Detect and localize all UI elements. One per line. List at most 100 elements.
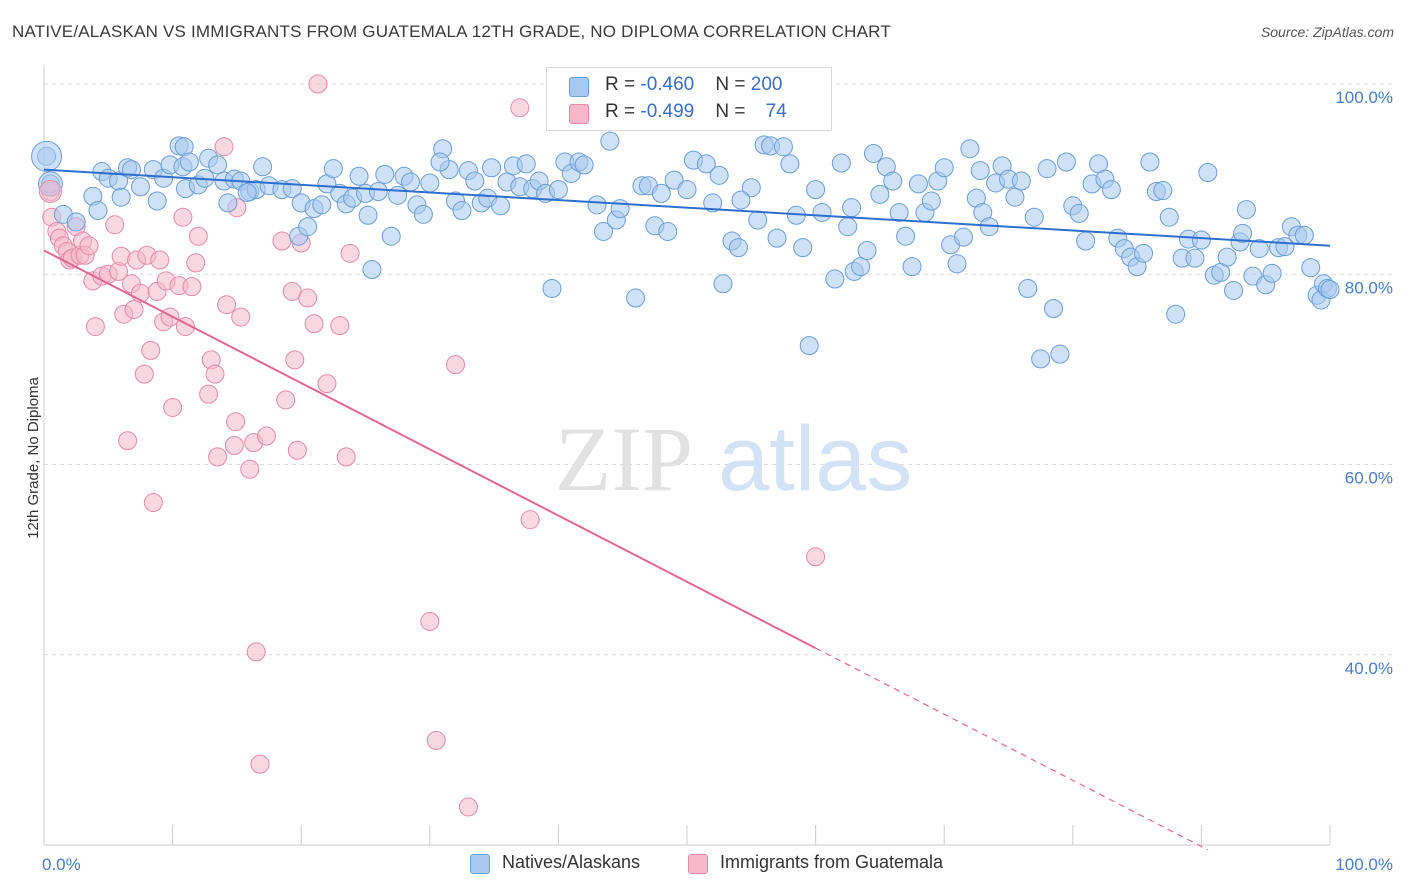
guatemala-point-large bbox=[38, 180, 62, 204]
native-point bbox=[703, 193, 723, 213]
native-point bbox=[420, 173, 440, 193]
native-point bbox=[870, 184, 890, 204]
native-point bbox=[767, 228, 787, 248]
native-point bbox=[1249, 239, 1269, 259]
legend-n-label: N = bbox=[715, 74, 751, 95]
guatemala-point bbox=[188, 226, 208, 246]
native-point bbox=[908, 174, 928, 194]
legend-swatch-blue bbox=[569, 77, 589, 97]
native-point bbox=[516, 154, 536, 174]
legend-r-label: R = bbox=[605, 101, 641, 122]
guatemala-point bbox=[118, 431, 138, 451]
guatemala-point bbox=[340, 243, 360, 263]
native-point bbox=[1134, 243, 1154, 263]
native-point bbox=[838, 217, 858, 237]
watermark-atlas: atlas bbox=[718, 408, 912, 510]
native-point bbox=[1185, 248, 1205, 268]
native-point bbox=[298, 217, 318, 237]
guatemala-point bbox=[85, 317, 105, 337]
native-point bbox=[658, 221, 678, 241]
guatemala-point bbox=[199, 384, 219, 404]
native-point bbox=[358, 205, 378, 225]
native-point bbox=[1191, 230, 1211, 250]
native-point bbox=[626, 288, 646, 308]
native-point bbox=[651, 183, 671, 203]
guatemala-point bbox=[806, 547, 826, 567]
native-point bbox=[1024, 207, 1044, 227]
native-point bbox=[773, 137, 793, 157]
native-point bbox=[889, 202, 909, 222]
legend-swatch-pink bbox=[569, 104, 589, 124]
guatemala-point bbox=[173, 207, 193, 227]
bottom-legend-swatch-blue bbox=[470, 854, 490, 874]
watermark-zip: ZIP bbox=[555, 408, 693, 510]
guatemala-point bbox=[186, 253, 206, 273]
guatemala-point bbox=[298, 288, 318, 308]
native-point bbox=[1217, 247, 1237, 267]
native-point bbox=[731, 190, 751, 210]
native-point bbox=[1044, 299, 1064, 319]
legend-r-label: R = bbox=[605, 74, 641, 95]
guatemala-point bbox=[276, 390, 296, 410]
native-point bbox=[130, 177, 150, 197]
native-point bbox=[1294, 225, 1314, 245]
native-point bbox=[863, 143, 883, 163]
guatemala-point bbox=[124, 299, 144, 319]
native-point bbox=[1153, 181, 1173, 201]
y-axis-title: 12th Grade, No Diploma bbox=[25, 376, 42, 538]
native-point bbox=[253, 157, 273, 177]
native-point bbox=[368, 182, 388, 202]
native-point bbox=[452, 201, 472, 221]
guatemala-point bbox=[330, 316, 350, 336]
native-point bbox=[812, 202, 832, 222]
guatemala-point bbox=[520, 510, 540, 530]
guatemala-point bbox=[224, 435, 244, 455]
y-tick-label: 80.0% bbox=[1345, 278, 1393, 297]
native-point bbox=[208, 155, 228, 175]
native-point bbox=[147, 191, 167, 211]
legend-text-natives: R = -0.460 N = 200 bbox=[605, 74, 782, 96]
native-point bbox=[1037, 159, 1057, 179]
native-point bbox=[664, 170, 684, 190]
native-point bbox=[349, 166, 369, 186]
legend-n-value: 200 bbox=[750, 74, 783, 95]
native-point bbox=[312, 195, 332, 215]
native-point bbox=[1224, 280, 1244, 300]
guatemala-point bbox=[217, 295, 237, 315]
guatemala-point bbox=[510, 98, 530, 118]
native-point bbox=[1140, 152, 1160, 172]
native-point bbox=[388, 185, 408, 205]
native-point bbox=[799, 336, 819, 356]
native-point bbox=[1005, 187, 1025, 207]
legend-text-guatemala: R = -0.499 N = 74 bbox=[605, 101, 787, 123]
y-tick-label: 40.0% bbox=[1345, 659, 1393, 678]
native-point bbox=[780, 154, 800, 174]
native-point bbox=[1069, 203, 1089, 223]
guatemala-point bbox=[285, 350, 305, 370]
guatemala-trend-extension bbox=[815, 647, 1209, 851]
bottom-legend-label: Natives/Alaskans bbox=[502, 852, 641, 872]
native-point bbox=[66, 212, 86, 232]
guatemala-point bbox=[426, 730, 446, 750]
native-point bbox=[1031, 349, 1051, 369]
native-point bbox=[1076, 231, 1096, 251]
y-tick-label: 60.0% bbox=[1345, 469, 1393, 488]
native-point bbox=[1233, 223, 1253, 243]
native-point bbox=[696, 154, 716, 174]
native-point bbox=[593, 221, 613, 241]
guatemala-point bbox=[446, 355, 466, 375]
bottom-legend-swatch-pink bbox=[688, 854, 708, 874]
native-point bbox=[111, 187, 131, 207]
guatemala-point bbox=[205, 364, 225, 384]
bottom-legend-label: Immigrants from Guatemala bbox=[720, 852, 944, 872]
guatemala-point bbox=[256, 426, 276, 446]
guatemala-point bbox=[150, 250, 170, 270]
guatemala-point bbox=[272, 231, 292, 251]
native-point bbox=[362, 260, 382, 280]
native-point bbox=[741, 178, 761, 198]
legend-r-value: -0.460 bbox=[640, 74, 695, 95]
watermark: ZIP atlas bbox=[555, 408, 912, 510]
guatemala-point bbox=[160, 307, 180, 327]
guatemala-point bbox=[208, 447, 228, 467]
